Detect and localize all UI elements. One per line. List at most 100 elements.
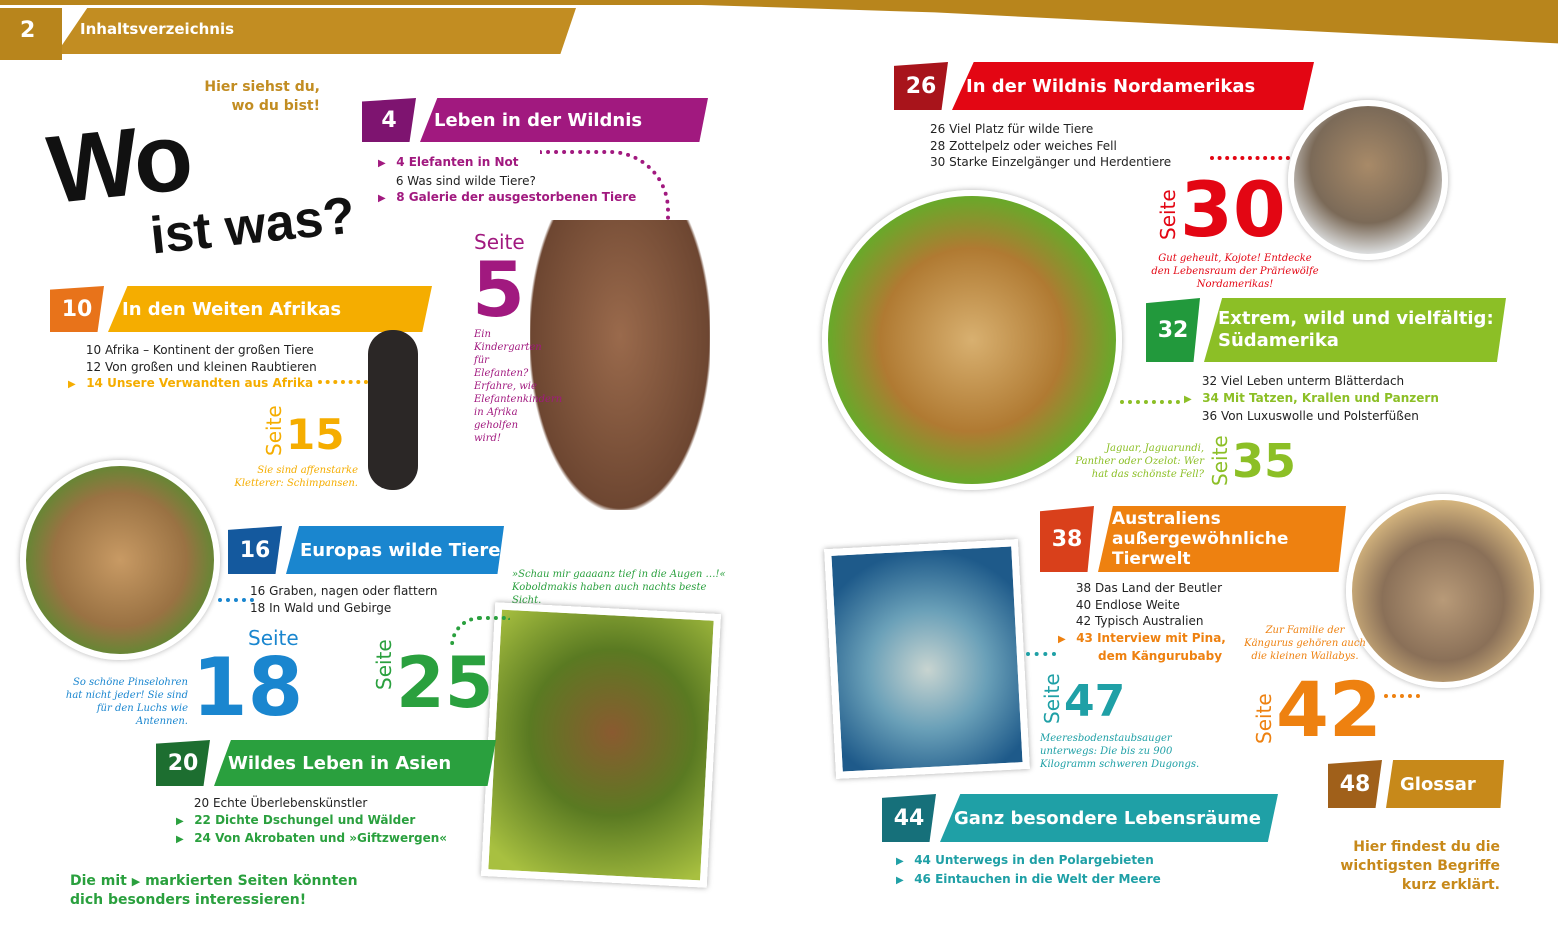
section-header-44[interactable]: 44 Ganz besondere Lebensräume: [882, 794, 1278, 842]
toc-item[interactable]: ▶ 46 Eintauchen in die Welt der Meere: [896, 871, 1161, 886]
section-header-16[interactable]: 16 Europas wilde Tiere: [228, 526, 504, 574]
callout-seite: Seite: [1156, 189, 1180, 240]
dugong-photo: [824, 539, 1030, 779]
toc-item[interactable]: ▶ 14 Unsere Verwandten aus Afrika: [68, 376, 314, 390]
callout-page: 25: [396, 642, 494, 724]
section-list-20: 20 Echte Überlebenskünstler ▶ 22 Dichte …: [176, 795, 447, 849]
section-title: Australiens außergewöhnliche Tierwelt: [1098, 506, 1346, 572]
callout-page: 35: [1232, 434, 1297, 488]
title-wo: Wo: [42, 102, 195, 225]
section-number: 10: [50, 286, 104, 332]
section-header-26[interactable]: 26 In der Wildnis Nordamerikas: [894, 62, 1314, 110]
callout-caption: »Schau mir gaaaanz tief in die Augen …!«…: [512, 569, 726, 606]
coyote-photo: [1288, 100, 1448, 260]
dotted-connector: [1120, 400, 1180, 404]
section-list-44: ▶ 44 Unterwegs in den Polargebieten ▶ 46…: [896, 852, 1161, 889]
section-list-38: 38 Das Land der Beutler 40 Endlose Weite…: [1058, 580, 1238, 665]
callout-page: 5: [472, 245, 525, 334]
section-title: Wildes Leben in Asien: [214, 740, 496, 786]
callout-caption: Gut geheult, Kojote! Entdecke den Lebens…: [1151, 253, 1319, 290]
section-title: In den Weiten Afrikas: [108, 286, 432, 332]
callout-seite: Seite: [248, 626, 299, 650]
title-strip: [56, 8, 576, 54]
callout-seite: Seite: [372, 639, 396, 690]
callout-caption: Meeresbodenstaubsauger unterwegs: Die bi…: [1040, 733, 1200, 770]
callout-page: 42: [1276, 665, 1382, 754]
section-header-48[interactable]: 48 Glossar: [1328, 760, 1504, 808]
section-number: 44: [882, 794, 936, 842]
toc-item[interactable]: 30 Starke Einzelgänger und Herdentiere: [930, 155, 1172, 169]
callout-caption: Ein Kindergarten für Elefanten? Erfahre,…: [474, 329, 563, 444]
wallaby-photo: [1346, 494, 1540, 688]
running-title: Inhaltsverzeichnis: [80, 20, 235, 38]
section-title: Ganz besondere Lebensräume: [940, 794, 1278, 842]
toc-item[interactable]: ▶ 4 Elefanten in Not: [378, 155, 519, 169]
glossar-note: Hier findest du die wichtigsten Begriffe…: [1340, 839, 1500, 893]
section-title: Extrem, wild und vielfältig: Südamerika: [1204, 298, 1506, 362]
callout-page: 15: [286, 410, 345, 459]
section-number: 16: [228, 526, 282, 574]
callout-seite: Seite: [1040, 673, 1064, 724]
dotted-connector: [540, 150, 670, 230]
chimpanzee-illustration: [368, 330, 418, 490]
toc-item[interactable]: 6 Was sind wilde Tiere?: [395, 173, 536, 188]
section-header-32[interactable]: 32 Extrem, wild und vielfältig: Südameri…: [1146, 298, 1506, 362]
callout-page: 30: [1180, 165, 1286, 254]
toc-item[interactable]: ▶ 44 Unterwegs in den Polargebieten: [896, 853, 1154, 867]
toc-item[interactable]: 32 Viel Leben unterm Blätterdach: [1201, 374, 1405, 388]
section-number: 4: [362, 98, 416, 142]
toc-item[interactable]: 40 Endlose Weite: [1075, 597, 1180, 612]
toc-item[interactable]: ▶ 43 Interview mit Pina, dem Kängurubaby: [1058, 630, 1226, 664]
dotted-connector: [218, 598, 254, 602]
toc-item[interactable]: 28 Zottelpelz oder weiches Fell: [930, 138, 1117, 153]
callout-seite: Seite: [262, 405, 286, 456]
section-title: In der Wildnis Nordamerikas: [952, 62, 1314, 110]
toc-item[interactable]: 26 Viel Platz für wilde Tiere: [930, 122, 1094, 136]
section-header-20[interactable]: 20 Wildes Leben in Asien: [156, 740, 496, 786]
toc-item[interactable]: 38 Das Land der Beutler: [1075, 581, 1222, 595]
toc-item[interactable]: 42 Typisch Australien: [1075, 614, 1204, 628]
callout-caption: Sie sind affenstarke Kletterer: Schimpan…: [234, 465, 358, 489]
callout-caption: Jaguar, Jaguarundi, Panther oder Ozelot:…: [1075, 443, 1204, 480]
lynx-photo: [20, 460, 220, 660]
callout-caption: Zur Familie der Kängurus gehören auch di…: [1244, 625, 1366, 662]
dotted-connector: [318, 380, 368, 384]
jaguar-photo: [822, 190, 1122, 490]
toc-item[interactable]: 36 Von Luxuswolle und Polsterfüßen: [1201, 409, 1419, 423]
elephant-photo: [530, 220, 710, 510]
section-number: 32: [1146, 298, 1200, 362]
toc-item[interactable]: ▶ 34 Mit Tatzen, Krallen und Panzern: [1184, 390, 1439, 405]
toc-item[interactable]: ▶ 24 Von Akrobaten und »Giftzwergen«: [176, 831, 448, 845]
callout-page: 47: [1064, 676, 1126, 727]
page-number: 2: [0, 8, 62, 60]
hint-text: Hier siehst du, wo du bist!: [204, 79, 320, 114]
callout-page: 18: [192, 641, 304, 734]
section-title: Leben in der Wildnis: [420, 98, 708, 142]
toc-item[interactable]: 10 Afrika – Kontinent der großen Tiere: [85, 343, 314, 357]
section-number: 20: [156, 740, 210, 786]
marked-note: Die mit ▶ markierten Seiten könnten dich…: [70, 873, 358, 908]
section-header-10[interactable]: 10 In den Weiten Afrikas: [50, 286, 432, 332]
callout-seite: Seite: [474, 230, 525, 254]
section-list-16: 16 Graben, nagen oder flattern 18 In Wal…: [250, 583, 437, 616]
dotted-connector: [1210, 156, 1290, 160]
toc-item[interactable]: 20 Echte Überlebenskünstler: [193, 796, 368, 810]
section-header-4[interactable]: 4 Leben in der Wildnis: [362, 98, 708, 142]
callout-caption: So schöne Pinselohren hat nicht jeder! S…: [65, 677, 188, 727]
section-list-10: 10 Afrika – Kontinent der großen Tiere 1…: [68, 342, 317, 394]
section-title: Glossar: [1386, 760, 1504, 808]
section-header-38[interactable]: 38 Australiens außergewöhnliche Tierwelt: [1040, 506, 1346, 572]
toc-item[interactable]: 16 Graben, nagen oder flattern: [250, 584, 438, 598]
section-number: 26: [894, 62, 948, 110]
callout-seite: Seite: [1252, 693, 1276, 744]
toc-item[interactable]: ▶ 22 Dichte Dschungel und Wälder: [176, 812, 416, 827]
section-list-32: 32 Viel Leben unterm Blätterdach ▶ 34 Mi…: [1184, 373, 1439, 425]
dotted-connector: [450, 616, 510, 646]
dotted-connector: [1384, 694, 1420, 698]
section-title: Europas wilde Tiere: [286, 526, 504, 574]
toc-item[interactable]: 18 In Wald und Gebirge: [250, 600, 392, 615]
section-number: 38: [1040, 506, 1094, 572]
callout-seite: Seite: [1208, 435, 1232, 486]
tarsier-photo: [480, 602, 722, 888]
toc-item[interactable]: 12 Von großen und kleinen Raubtieren: [85, 359, 317, 374]
